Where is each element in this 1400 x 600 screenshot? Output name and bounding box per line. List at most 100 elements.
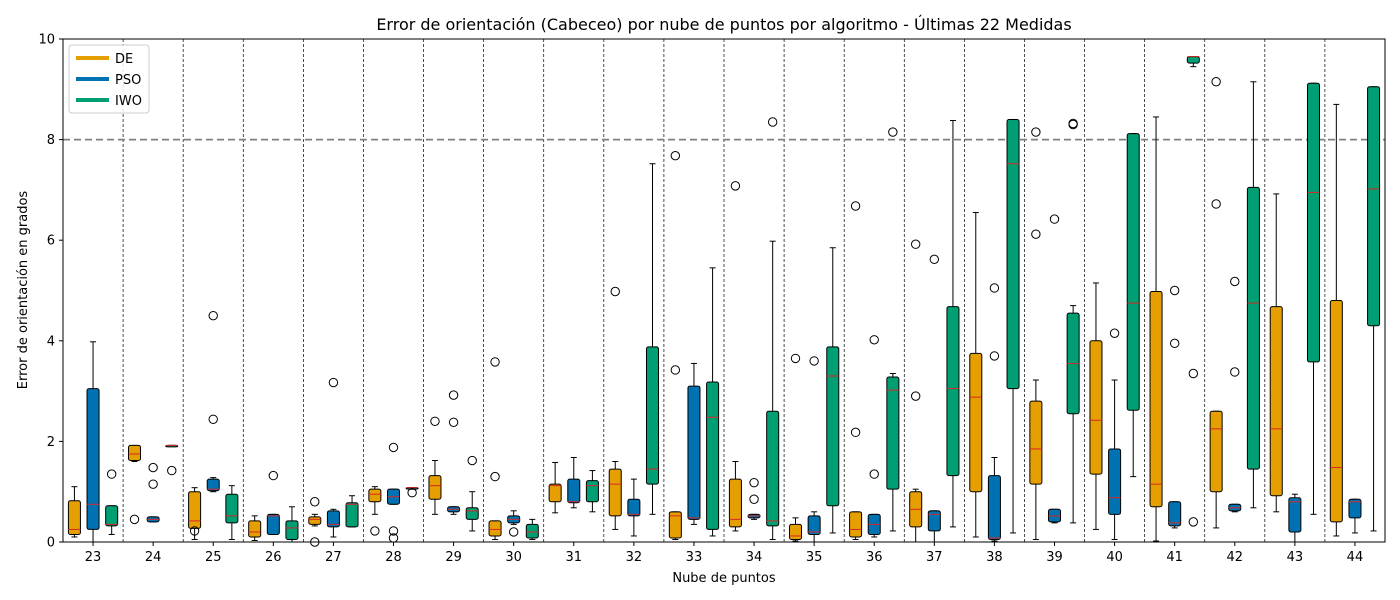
boxplot-de-39: [1029, 127, 1043, 540]
box: [1006, 118, 1020, 390]
box: [105, 505, 119, 527]
box: [1306, 82, 1321, 363]
outlier-point: [610, 286, 620, 297]
box: [567, 478, 581, 504]
box: [308, 516, 322, 525]
box: [1108, 448, 1122, 515]
boxplot-pso-28: [386, 442, 401, 543]
boxplot-de-36: [849, 201, 863, 540]
boxplot-iwo-39: [1066, 118, 1080, 524]
outlier-point: [1188, 517, 1199, 527]
legend: DE PSO IWO: [68, 44, 150, 114]
boxplot-de-35: [788, 353, 803, 542]
boxplot-de-26: [248, 515, 262, 541]
box: [627, 498, 641, 517]
outlier-point: [869, 335, 879, 345]
outlier-point: [467, 455, 477, 466]
x-tick-label: 29: [445, 550, 462, 565]
box: [687, 385, 701, 520]
boxplot-de-33: [668, 150, 682, 540]
x-tick-label: 27: [325, 550, 342, 565]
boxplot-de-23: [67, 486, 81, 538]
box: [1149, 291, 1163, 508]
plot-frame: [62, 38, 1386, 543]
y-tick-label: 8: [47, 133, 55, 148]
box: [927, 510, 941, 532]
boxplot-pso-27: [326, 377, 340, 538]
boxplot-pso-42: [1228, 276, 1242, 513]
boxplot-de-31: [548, 462, 562, 514]
box: [1186, 56, 1200, 64]
outlier-point: [1169, 285, 1180, 296]
outlier-point: [407, 488, 417, 498]
box: [788, 523, 803, 540]
outlier-point: [1031, 229, 1041, 239]
outlier-point: [430, 416, 440, 426]
x-tick-label: 30: [505, 550, 522, 565]
outlier-point: [989, 351, 1000, 361]
x-tick-label: 28: [385, 550, 402, 565]
boxplot-de-30: [488, 357, 502, 540]
outlier-point: [670, 365, 681, 375]
legend-label-pso: PSO: [115, 73, 141, 88]
box: [548, 483, 562, 503]
outlier-point: [148, 462, 158, 473]
outlier-point: [869, 469, 879, 479]
boxplot-iwo-31: [585, 470, 599, 513]
boxplot-pso-38: [987, 283, 1001, 542]
outlier-point: [790, 353, 801, 364]
outlier-point: [189, 526, 200, 536]
box: [969, 352, 983, 493]
boxplot-iwo-30: [525, 518, 539, 540]
box: [225, 493, 239, 524]
boxplot-de-25: [188, 487, 202, 540]
outlier-point: [508, 527, 519, 537]
box: [1288, 497, 1302, 533]
outlier-point: [1230, 367, 1240, 377]
boxplot-iwo-28: [405, 487, 419, 498]
y-tick-label: 0: [47, 536, 55, 551]
boxplot-de-38: [969, 212, 983, 538]
boxplot-iwo-26: [285, 506, 299, 543]
outlier-point: [809, 356, 819, 366]
box: [525, 523, 539, 539]
outlier-point: [670, 150, 681, 161]
box: [987, 475, 1001, 540]
x-tick-label: 35: [806, 550, 823, 565]
x-tick-label: 40: [1106, 550, 1123, 565]
box: [488, 520, 502, 537]
boxplot-pso-23: [86, 341, 100, 543]
boxplot-de-28: [368, 486, 382, 536]
boxplot-iwo-24: [165, 444, 179, 476]
box: [728, 478, 742, 528]
outlier-point: [1188, 368, 1199, 379]
x-tick-label: 23: [85, 550, 102, 565]
x-tick-label: 42: [1226, 550, 1243, 565]
x-tick-label: 41: [1166, 550, 1183, 565]
outlier-point: [1031, 127, 1041, 137]
boxplot-iwo-23: [105, 469, 119, 535]
box: [807, 515, 821, 535]
outlier-point: [208, 310, 218, 321]
box: [1269, 306, 1283, 497]
boxplot-iwo-37: [946, 119, 960, 528]
boxplot-pso-30: [507, 510, 521, 537]
outlier-point: [167, 465, 177, 476]
boxplot-iwo-32: [645, 163, 660, 515]
box: [67, 500, 81, 535]
box: [1029, 400, 1043, 485]
outlier-point: [1230, 276, 1240, 287]
boxplot-pso-43: [1288, 493, 1302, 543]
box: [206, 478, 220, 492]
box: [645, 346, 660, 485]
boxplot-de-32: [608, 286, 622, 530]
x-tick-label: 44: [1347, 550, 1364, 565]
boxplot-iwo-41: [1186, 56, 1200, 527]
y-tick-label: 10: [38, 33, 55, 48]
outlier-point: [328, 377, 339, 388]
x-tick-label: 36: [866, 550, 883, 565]
outlier-point: [490, 471, 500, 482]
boxplot-pso-26: [266, 470, 280, 535]
x-tick-label: 34: [746, 550, 763, 565]
